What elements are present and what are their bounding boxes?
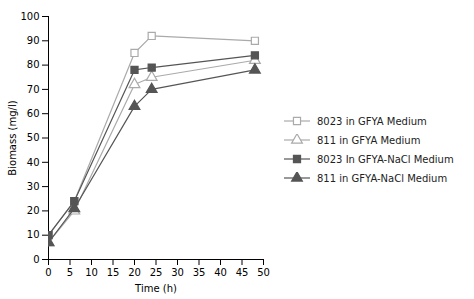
svg-text:Time (h): Time (h) bbox=[134, 283, 177, 294]
svg-text:20: 20 bbox=[27, 205, 40, 216]
svg-text:10: 10 bbox=[85, 267, 98, 278]
svg-text:100: 100 bbox=[20, 11, 39, 22]
svg-text:35: 35 bbox=[193, 267, 206, 278]
svg-text:50: 50 bbox=[27, 132, 40, 143]
svg-text:25: 25 bbox=[150, 267, 163, 278]
svg-text:10: 10 bbox=[27, 229, 40, 240]
svg-text:60: 60 bbox=[27, 108, 40, 119]
html-text:811 in GFYA Medium: 811 in GFYA Medium bbox=[317, 134, 421, 146]
html-text:811 in GFYA-NaCl Medium: 811 in GFYA-NaCl Medium bbox=[317, 172, 448, 184]
svg-text:50: 50 bbox=[257, 267, 270, 278]
svg-text:15: 15 bbox=[107, 267, 120, 278]
svg-text:90: 90 bbox=[27, 35, 40, 46]
svg-text:0: 0 bbox=[45, 267, 51, 278]
svg-text:45: 45 bbox=[236, 267, 249, 278]
svg-text:80: 80 bbox=[27, 59, 40, 70]
svg-text:0: 0 bbox=[33, 254, 39, 265]
html-text:8023 in GFYA Medium: 8023 in GFYA Medium bbox=[317, 115, 427, 127]
html-text:8023 In GFYA-NaCl Medium: 8023 In GFYA-NaCl Medium bbox=[317, 153, 454, 165]
svg-text:30: 30 bbox=[171, 267, 184, 278]
svg-text:20: 20 bbox=[128, 267, 141, 278]
svg-text:70: 70 bbox=[27, 84, 40, 95]
svg-text:Biomass (mg/l): Biomass (mg/l) bbox=[7, 100, 18, 175]
svg-text:40: 40 bbox=[27, 157, 40, 168]
svg-text:5: 5 bbox=[67, 267, 73, 278]
svg-text:40: 40 bbox=[214, 267, 227, 278]
svg-text:30: 30 bbox=[27, 181, 40, 192]
